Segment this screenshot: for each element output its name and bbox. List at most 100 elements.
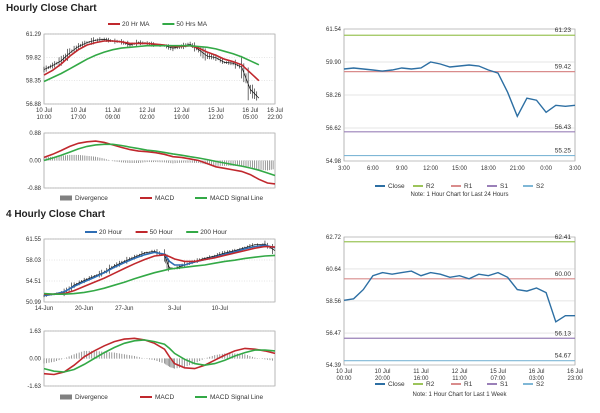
x-tick-label: 9:00 bbox=[396, 166, 408, 172]
series-line-macd bbox=[43, 337, 276, 376]
x-tick-sublabel: 09:00 bbox=[105, 115, 121, 121]
series-line-200-hour bbox=[43, 254, 276, 295]
four-hourly-macd-chart: 1.63 0.00 -1.63 Divergence MACD MACD Signal L… bbox=[27, 329, 276, 401]
series-line-50-hrs-ma bbox=[43, 44, 260, 83]
x-tick-label: 12 Jul bbox=[139, 108, 155, 114]
y-tick-label: 54.51 bbox=[26, 279, 42, 285]
close-line bbox=[343, 61, 576, 118]
legend-label: MACD Signal Line bbox=[210, 394, 263, 401]
y-tick-label: 58.03 bbox=[26, 258, 42, 264]
y-tick-label: 0.88 bbox=[29, 131, 41, 137]
y-tick-label: 60.64 bbox=[326, 267, 342, 273]
legend-label: Divergence bbox=[75, 195, 108, 202]
legend-label: S1 bbox=[500, 381, 508, 388]
legend-label: R1 bbox=[464, 183, 473, 190]
x-tick-label: 12:00 bbox=[423, 166, 439, 172]
x-tick-label: 3-Jul bbox=[168, 306, 181, 312]
x-tick-sublabel: 19:00 bbox=[174, 115, 190, 121]
x-tick-label: 16 Jul bbox=[267, 108, 283, 114]
legend-label: Close bbox=[388, 381, 405, 388]
y-tick-label: 54.98 bbox=[326, 159, 342, 165]
y-tick-label: 61.55 bbox=[26, 237, 42, 243]
y-tick-label: 54.39 bbox=[326, 363, 342, 369]
legend-label: 50 Hour bbox=[150, 229, 174, 236]
x-tick-sublabel: 00:00 bbox=[336, 376, 352, 382]
x-tick-sublabel: 22:00 bbox=[267, 115, 283, 121]
y-tick-label: 61.29 bbox=[26, 32, 42, 38]
x-tick-label: 10 Jul bbox=[70, 108, 86, 114]
x-tick-sublabel: 12:00 bbox=[208, 115, 224, 121]
y-tick-label: 58.26 bbox=[326, 93, 342, 99]
close-line bbox=[343, 270, 575, 323]
legend-label: 20 Hr MA bbox=[122, 21, 150, 28]
x-tick-label: 15 Jul bbox=[208, 108, 224, 114]
x-tick-sublabel: 11:00 bbox=[452, 376, 467, 382]
y-tick-label: -0.88 bbox=[27, 186, 41, 192]
pivot-value-r1: 59.42 bbox=[555, 64, 572, 71]
pivot-value-s2: 55.25 bbox=[555, 148, 572, 155]
series-line-20-hr-ma bbox=[43, 40, 260, 82]
legend-swatch bbox=[60, 195, 72, 201]
four-hourly-pivot-chart: 62.72 60.64 58.56 56.47 54.39 62.41 60.00 56.13… bbox=[326, 234, 583, 398]
y-tick-label: 59.82 bbox=[26, 55, 42, 61]
y-tick-label: 56.47 bbox=[326, 331, 342, 337]
legend-label: S1 bbox=[500, 183, 508, 190]
x-tick-label: 0:00 bbox=[540, 166, 552, 172]
x-tick-label: 16 Jul bbox=[528, 369, 544, 375]
legend-label: MACD bbox=[155, 195, 174, 202]
y-tick-label: 0.00 bbox=[29, 357, 41, 363]
y-tick-label: 1.63 bbox=[29, 329, 41, 335]
legend-label: Close bbox=[388, 183, 405, 190]
chart-note: Note: 1 Hour Chart for Last 1 Week bbox=[413, 392, 508, 398]
x-tick-label: 10 Jul bbox=[374, 369, 390, 375]
legend-label: R2 bbox=[426, 183, 435, 190]
x-tick-sublabel: 17:00 bbox=[71, 115, 87, 121]
four-hourly-section-title: 4 Hourly Close Chart bbox=[6, 209, 105, 220]
x-tick-label: 12 Jul bbox=[451, 369, 467, 375]
y-tick-label: 62.72 bbox=[326, 235, 342, 241]
y-tick-label: 0.00 bbox=[29, 159, 41, 165]
legend-swatch bbox=[60, 394, 72, 400]
x-tick-label: 10 Jul bbox=[336, 369, 352, 375]
pivot-value-r2: 62.41 bbox=[555, 234, 572, 241]
x-tick-label: 10 Jul bbox=[36, 108, 52, 114]
x-tick-label: 11 Jul bbox=[413, 369, 429, 375]
legend-label: S2 bbox=[536, 183, 544, 190]
x-tick-label: 16 Jul bbox=[242, 108, 258, 114]
x-tick-label: 10-Jul bbox=[212, 306, 228, 312]
hourly-section-title: Hourly Close Chart bbox=[6, 3, 97, 14]
legend-label: S2 bbox=[536, 381, 544, 388]
y-tick-label: 59.90 bbox=[326, 60, 342, 66]
pivot-value-s2: 54.67 bbox=[555, 353, 572, 360]
y-tick-label: 50.99 bbox=[26, 300, 42, 306]
pivot-value-r1: 60.00 bbox=[555, 271, 572, 278]
x-tick-sublabel: 05:00 bbox=[243, 115, 259, 121]
legend-label: 50 Hrs MA bbox=[176, 21, 207, 28]
x-tick-label: 18:00 bbox=[481, 166, 497, 172]
x-tick-label: 11 Jul bbox=[105, 108, 121, 114]
y-tick-label: -1.63 bbox=[27, 384, 41, 390]
legend-label: MACD bbox=[155, 394, 174, 401]
x-tick-sublabel: 02:00 bbox=[140, 115, 156, 121]
y-tick-label: 56.62 bbox=[326, 126, 342, 132]
pivot-value-s1: 56.13 bbox=[555, 330, 572, 337]
x-tick-sublabel: 07:00 bbox=[490, 376, 506, 382]
y-tick-label: 58.56 bbox=[326, 299, 342, 305]
y-tick-label: 61.54 bbox=[326, 27, 342, 33]
y-tick-label: 58.35 bbox=[26, 79, 42, 85]
x-tick-sublabel: 20:00 bbox=[375, 376, 391, 382]
legend-label: MACD Signal Line bbox=[210, 195, 263, 202]
x-tick-sublabel: 23:00 bbox=[567, 376, 583, 382]
hourly-macd-chart: 0.88 0.00 -0.88 Divergence MACD MACD Signal L… bbox=[27, 131, 276, 202]
x-tick-label: 12 Jul bbox=[174, 108, 190, 114]
legend-label: Divergence bbox=[75, 394, 108, 401]
pivot-value-r2: 61.23 bbox=[555, 27, 572, 34]
legend-label: R1 bbox=[464, 381, 473, 388]
x-tick-label: 14-Jun bbox=[35, 306, 53, 312]
series-line-macd-signal-line bbox=[43, 339, 276, 373]
x-tick-sublabel: 10:00 bbox=[36, 115, 52, 121]
legend-label: R2 bbox=[426, 381, 435, 388]
four_hourly_price-frame bbox=[43, 238, 276, 303]
